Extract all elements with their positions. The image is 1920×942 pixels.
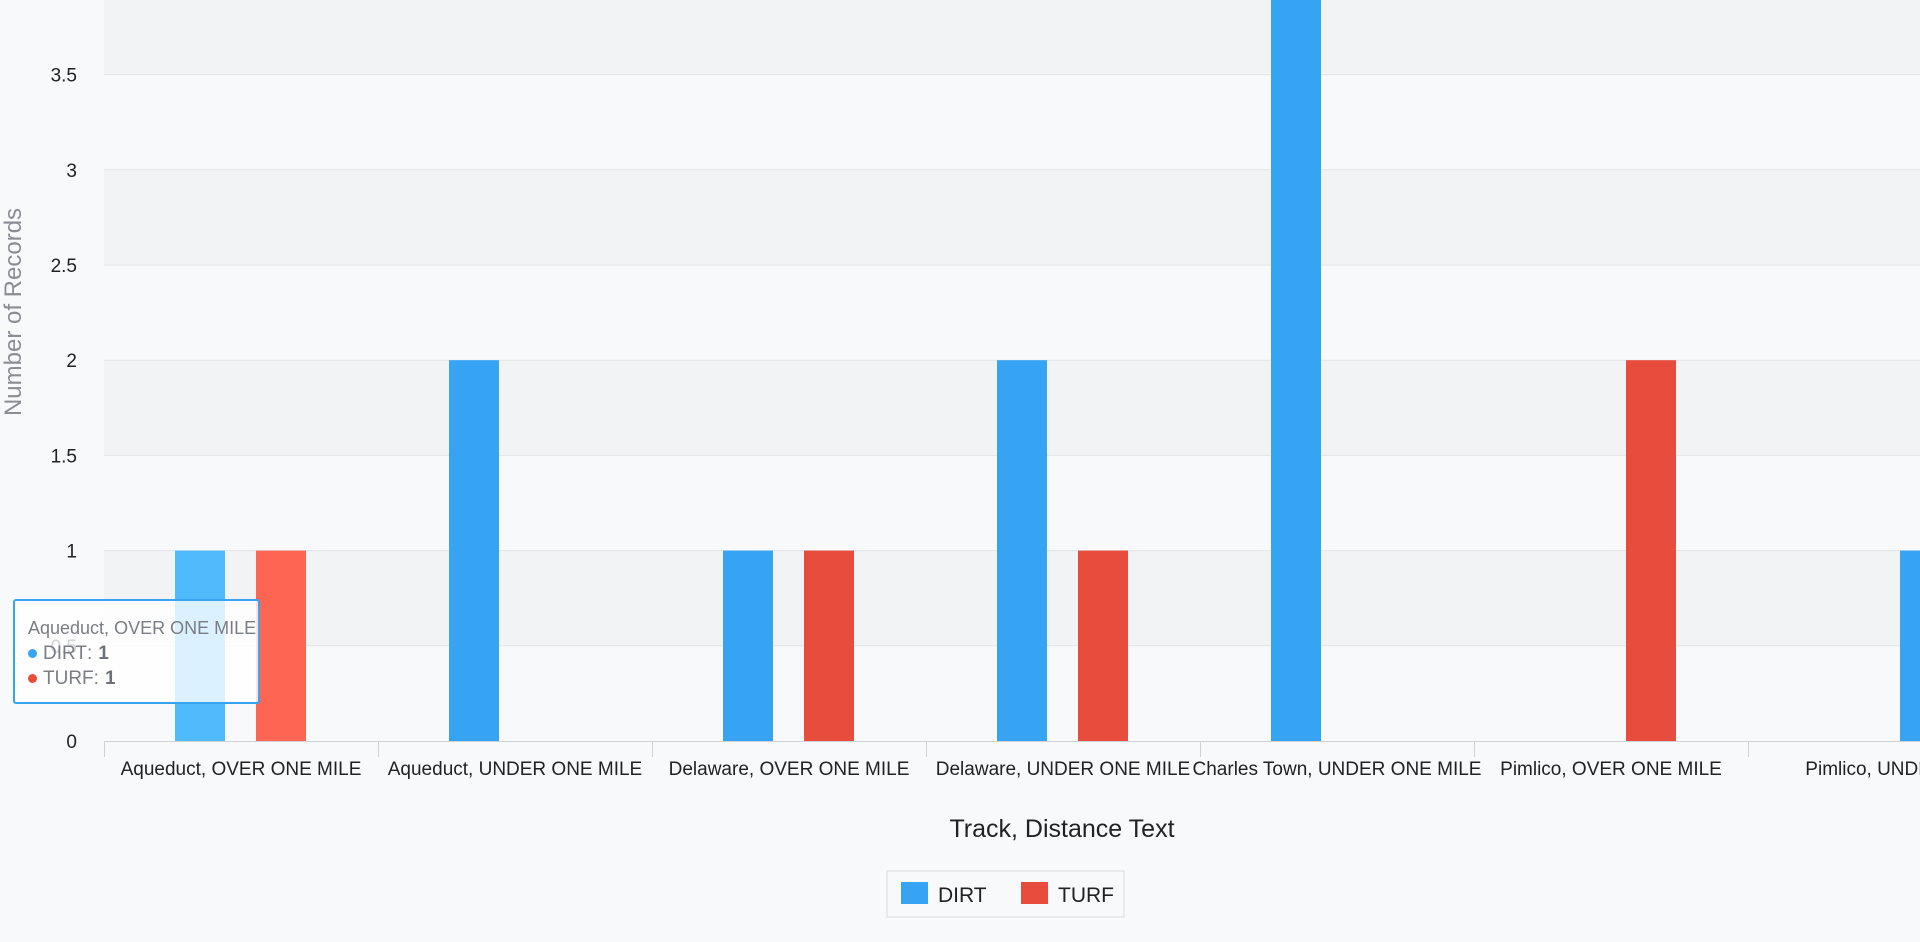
legend-swatch-turf[interactable] [1021, 882, 1048, 904]
tooltip-row-dirt: DIRT: 1 [28, 641, 258, 666]
x-tick-label: Pimlico, UNDER O [1805, 759, 1920, 780]
tooltip-series-value: 1 [98, 643, 109, 664]
plot-band [104, 0, 1920, 75]
legend-label-turf[interactable]: TURF [1058, 884, 1114, 907]
bar-turf[interactable] [1626, 360, 1676, 741]
x-tick-label: Charles Town, UNDER ONE MILE [1193, 759, 1482, 780]
tooltip-row-turf: TURF: 1 [28, 666, 258, 691]
y-axis-title: Number of Records [0, 208, 27, 416]
bar-dirt[interactable] [1271, 0, 1321, 741]
turf-dot-icon [28, 674, 37, 683]
tooltip-series-name: TURF [43, 668, 94, 689]
y-tick-label: 1.5 [51, 446, 77, 467]
tooltip: Aqueduct, OVER ONE MILE DIRT: 1 TURF: 1 [13, 599, 260, 704]
x-tick-label: Delaware, UNDER ONE MILE [936, 759, 1190, 780]
y-tick-label: 1 [66, 542, 77, 563]
y-tick-label: 0 [66, 732, 77, 753]
bar-turf[interactable] [256, 550, 306, 741]
bar-dirt[interactable] [723, 550, 773, 741]
bar-dirt[interactable] [997, 360, 1047, 741]
legend-label-dirt[interactable]: DIRT [938, 884, 987, 907]
bar-dirt[interactable] [449, 360, 499, 741]
tooltip-series-value: 1 [104, 668, 116, 689]
x-axis: Aqueduct, OVER ONE MILE Aqueduct, UNDER O… [104, 741, 1920, 780]
y-tick-label: 3.5 [51, 66, 77, 87]
plot-band [104, 169, 1920, 265]
bar-dirt[interactable] [1900, 550, 1920, 741]
legend-swatch-dirt[interactable] [901, 882, 928, 904]
y-tick-label: 2.5 [51, 256, 77, 277]
bar-turf[interactable] [804, 550, 854, 741]
tooltip-series-name: DIRT [43, 643, 87, 664]
x-tick-label: Aqueduct, UNDER ONE MILE [388, 759, 642, 780]
tooltip-title: Aqueduct, OVER ONE MILE [28, 618, 257, 638]
x-tick-label: Pimlico, OVER ONE MILE [1500, 759, 1722, 780]
bar-turf[interactable] [1078, 550, 1128, 741]
y-tick-label: 3 [66, 161, 77, 182]
x-axis-title: Track, Distance Text [949, 815, 1174, 843]
x-tick-label: Delaware, OVER ONE MILE [669, 759, 910, 780]
y-tick-label: 2 [66, 351, 77, 372]
dirt-dot-icon [28, 649, 37, 658]
legend: DIRT TURF [886, 870, 1125, 918]
x-tick-label: Aqueduct, OVER ONE MILE [121, 759, 362, 780]
bars [175, 0, 1920, 741]
